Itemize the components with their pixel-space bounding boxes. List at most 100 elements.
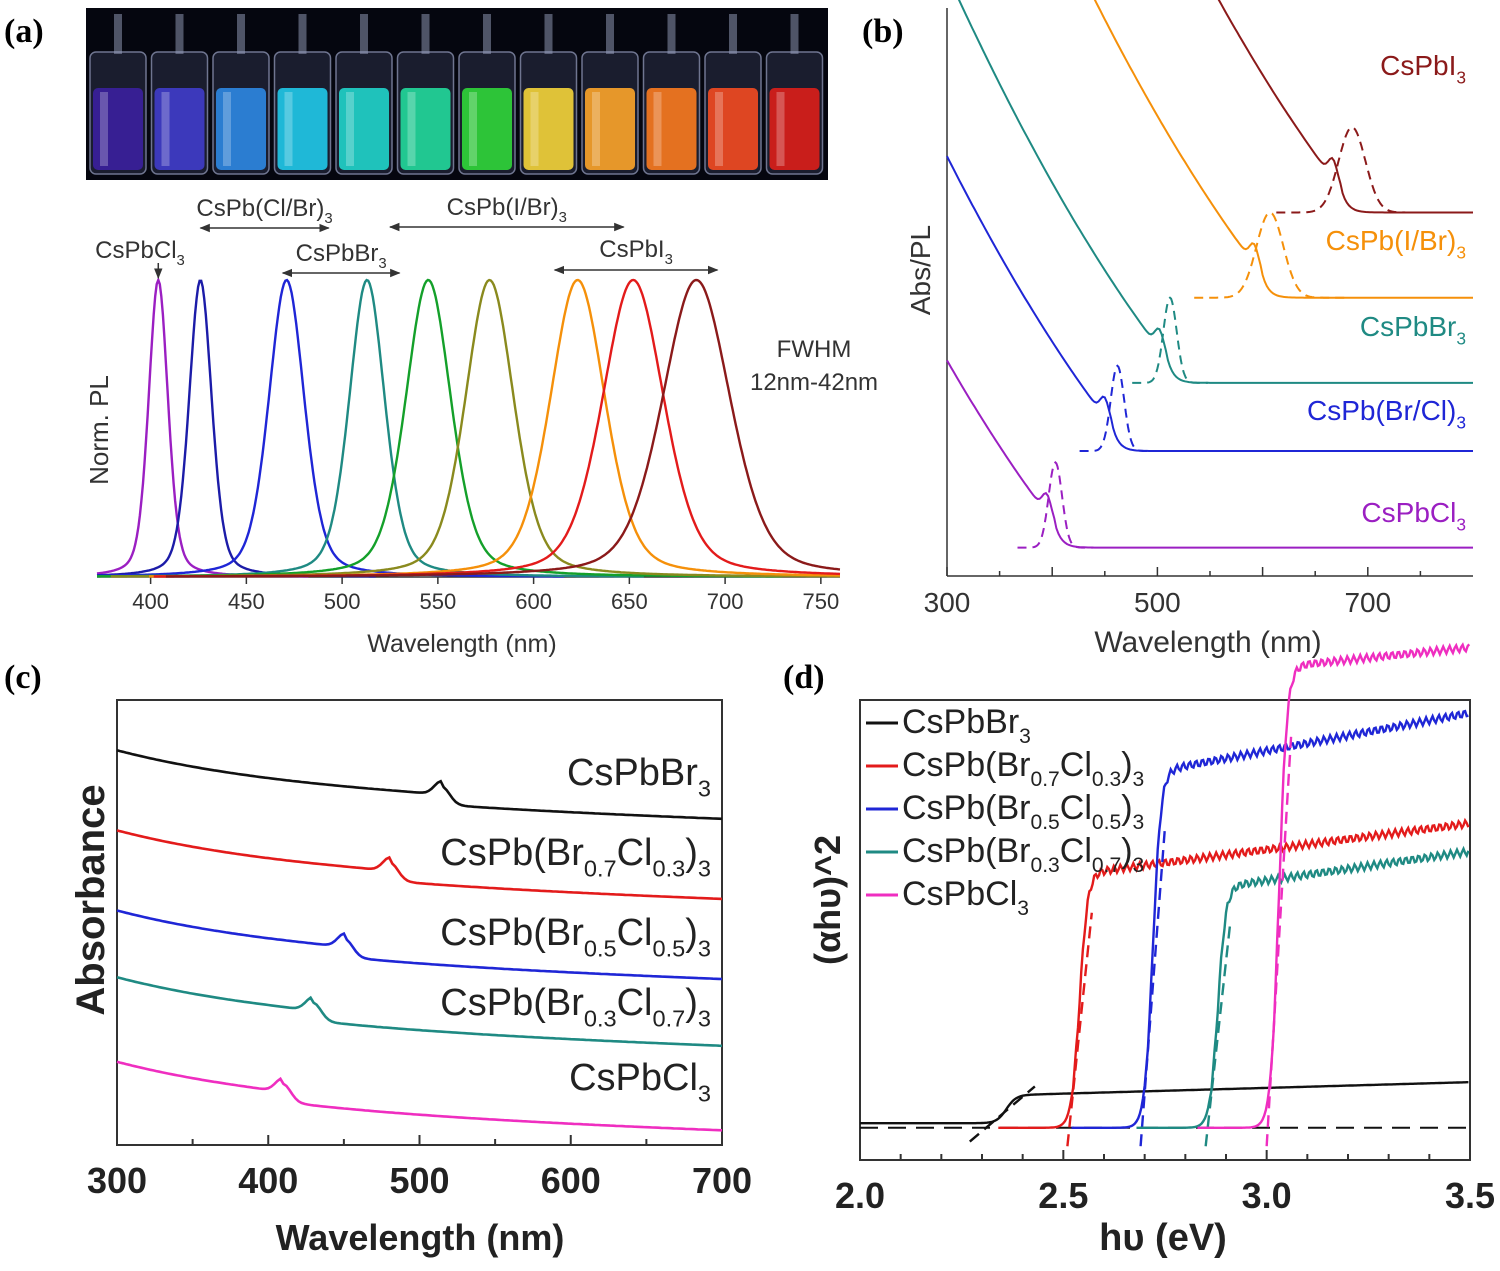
x-tick-label: 750 (802, 589, 839, 614)
x-tick-label: 450 (228, 589, 265, 614)
panel-b-xlabel: Wavelength (nm) (1094, 626, 1321, 659)
tangent-dashed-0 (969, 1085, 1036, 1143)
tangent-dashed-4 (1265, 736, 1293, 1147)
panel-b-chart: 300 500 700CsPbI3CsPb(I/Br)3CsPbBr3CsPb(Br… (924, 0, 1473, 618)
range-label-base: CsPb(Cl/Br) (196, 195, 324, 222)
abs-curve-2 (116, 909, 723, 981)
series-label-2-part-1: Cl (617, 912, 653, 954)
abs-curve-3 (116, 975, 723, 1048)
series-label-4-base: CsPbCl (569, 1057, 698, 1099)
series-label-1: CsPb(Br0.7Cl0.3)3 (440, 832, 711, 881)
pl-dashed-3 (1079, 364, 1156, 452)
series-label-0-part-0: 3 (1456, 67, 1466, 87)
legend-label-3-base: CsPb(Br (902, 832, 1030, 870)
x-tick-label: 2.5 (1038, 1175, 1088, 1216)
panel-b-ylabel: Abs/PL (905, 225, 936, 315)
series-label-3-part-0: 0.3 (584, 1005, 617, 1031)
panel-c-xlabel: Wavelength (nm) (276, 1217, 565, 1258)
vial-liquid (523, 88, 574, 170)
legend-label-3-part-3: ) (1121, 832, 1132, 870)
vial-liquid (400, 88, 451, 170)
series-label-1: CsPb(I/Br)3 (1326, 225, 1466, 262)
vial-neck (790, 14, 799, 54)
legend-label-1-part-3: ) (1121, 746, 1132, 784)
legend-label-3: CsPb(Br0.3Cl0.7)3 (902, 832, 1144, 877)
legend: CsPbBr3CsPb(Br0.7Cl0.3)3CsPb(Br0.5Cl0.5)… (866, 703, 1144, 920)
abs-curve-0 (1217, 0, 1473, 214)
range-label: CsPbBr3 (296, 240, 387, 272)
tauc-curve-0 (860, 1081, 1469, 1125)
panel-b-letter: (b) (862, 13, 904, 50)
vial-neck (421, 14, 430, 54)
panel-a-xlabel: Wavelength (nm) (367, 630, 556, 658)
vial-neck (667, 14, 676, 54)
legend-label-1-part-1: Cl (1060, 746, 1092, 784)
series-label-1-part-0: 3 (1456, 242, 1466, 262)
tauc-curve-2 (1071, 709, 1469, 1129)
vial-neck (298, 14, 307, 54)
abs-curve-1 (1093, 0, 1473, 299)
vial-reflection (100, 92, 108, 166)
legend-label-3-part-2: 0.7 (1092, 854, 1121, 877)
x-tick-label: 300 (87, 1160, 147, 1201)
tauc-curve-4 (1197, 642, 1471, 1129)
vial-liquid (154, 88, 205, 170)
series-label-2-base: CsPb(Br (440, 912, 584, 954)
series-label-2: CsPb(Br0.5Cl0.5)3 (440, 912, 711, 961)
legend-label-0-part-0: 3 (1019, 725, 1031, 748)
panel-c-letter: (c) (4, 659, 42, 696)
legend-label-4-base: CsPbCl (902, 875, 1017, 913)
pl-dashed-0 (1276, 126, 1428, 214)
series-label-4: CsPbCl3 (569, 1057, 711, 1106)
x-tick-label: 400 (132, 589, 169, 614)
abs-curve-1 (116, 829, 723, 901)
range-label-base: CsPbBr (296, 240, 379, 267)
series-label-1-base: CsPb(Br (440, 832, 584, 874)
series-label-1-part-3: ) (685, 832, 698, 874)
series-label-2-part-3: ) (685, 912, 698, 954)
vial-liquid (769, 88, 820, 170)
legend-label-1-part-0: 0.7 (1030, 768, 1059, 791)
range-label: CsPb(Cl/Br)3 (196, 195, 332, 227)
vial-liquid (585, 88, 635, 170)
legend-label-2-part-0: 0.5 (1030, 811, 1059, 834)
panel-a-letter: (a) (4, 13, 44, 50)
pl-dashed-1 (1194, 211, 1346, 299)
vial-neck (606, 14, 614, 54)
series-label-2-part-2: 0.5 (653, 935, 686, 961)
abs-curve-2 (957, 0, 1473, 384)
x-tick-label: 550 (420, 589, 457, 614)
x-tick-label: 700 (692, 1160, 752, 1201)
vial-neck (483, 14, 491, 54)
series-label-3-part-0: 3 (1456, 412, 1466, 432)
vial-reflection (776, 92, 785, 166)
vial-liquid (339, 88, 389, 170)
series-label-3-base: CsPb(Br/Cl) (1307, 395, 1456, 426)
series-label-0-base: CsPbBr (567, 752, 698, 794)
x-tick-label: 3.0 (1242, 1175, 1292, 1216)
range-label-part-0: 3 (665, 252, 673, 268)
legend-label-2-base: CsPb(Br (902, 789, 1030, 827)
series-label-0: CsPbBr3 (567, 752, 711, 801)
x-tick-label: 400 (238, 1160, 298, 1201)
tangent-dashed-1 (1066, 912, 1093, 1147)
legend-label-2-part-1: Cl (1060, 789, 1092, 827)
series-label-1-part-0: 0.7 (584, 855, 617, 881)
legend-label-1: CsPb(Br0.7Cl0.3)3 (902, 746, 1144, 791)
legend-label-0: CsPbBr3 (902, 703, 1031, 748)
panel-d-ylabel: (αhυ)^2 (807, 835, 848, 965)
abs-curve-0 (116, 749, 723, 821)
series-label-0-part-0: 3 (698, 775, 711, 801)
legend-label-3-part-1: Cl (1060, 832, 1092, 870)
series-label-2-part-0: 3 (1456, 328, 1466, 348)
range-label-cspbcl3-part-0: 3 (177, 253, 185, 269)
legend-label-3-part-0: 0.3 (1030, 854, 1059, 877)
series-label-3: CsPb(Br/Cl)3 (1307, 395, 1466, 432)
vial-neck (114, 14, 122, 54)
legend-label-1-part-4: 3 (1133, 768, 1145, 791)
range-label-part-0: 3 (324, 211, 332, 227)
x-tick-label: 650 (611, 589, 648, 614)
panel-a-ylabel: Norm. PL (84, 375, 114, 485)
vial-reflection (223, 92, 231, 166)
plot-frame (859, 699, 1471, 1161)
